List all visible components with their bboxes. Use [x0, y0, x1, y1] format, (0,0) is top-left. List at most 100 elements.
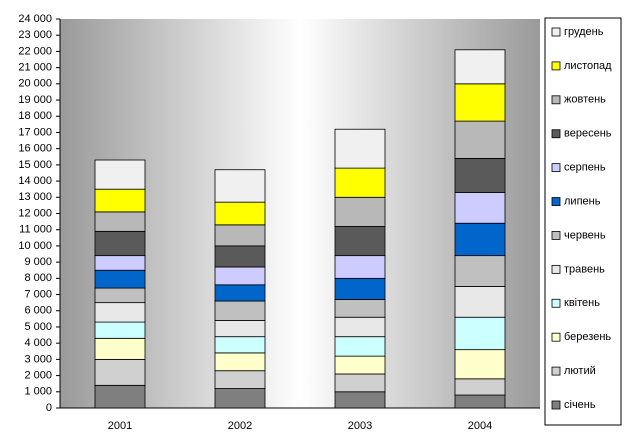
y-tick-label: 10 000 [18, 240, 52, 252]
legend-label: листопад [564, 60, 612, 72]
y-tick-label: 2 000 [24, 369, 52, 381]
bar-segment [214, 300, 266, 321]
bar-segment [94, 211, 146, 232]
y-tick-label: 8 000 [24, 272, 52, 284]
y-tick-label: 7 000 [24, 288, 52, 300]
bar-segment [334, 316, 386, 338]
y-tick-label: 3 000 [24, 353, 52, 365]
bar-segment [94, 287, 146, 304]
y-tick-label: 9 000 [24, 256, 52, 268]
legend-swatch [551, 61, 561, 71]
bar-segment [454, 255, 506, 287]
y-tick-label: 14 000 [18, 175, 52, 187]
bar-segment [454, 316, 506, 351]
legend-label: лютий [564, 365, 596, 377]
bar-segment [454, 120, 506, 159]
bar-segment [214, 352, 266, 372]
bar-segment [334, 373, 386, 393]
y-tick-label: 4 000 [24, 337, 52, 349]
bar-segment [454, 349, 506, 380]
legend-label: жовтень [564, 94, 606, 106]
bar-segment [94, 302, 146, 323]
y-tick-label: 12 000 [18, 207, 52, 219]
y-tick-label: 19 000 [18, 94, 52, 106]
bar-segment [334, 299, 386, 318]
bar-segment [334, 355, 386, 375]
y-tick-label: 21 000 [18, 62, 52, 74]
bar-segment [334, 277, 386, 300]
legend-label: березень [564, 331, 611, 343]
bar-segment [214, 266, 266, 286]
legend-label: квітень [564, 297, 600, 309]
y-tick-label: 20 000 [18, 78, 52, 90]
y-tick-label: 0 [46, 402, 52, 414]
bar-segment [214, 169, 266, 203]
legend-swatch [551, 264, 561, 274]
bar-segment [334, 167, 386, 198]
legend-swatch [551, 197, 561, 206]
bar-segment [214, 370, 266, 389]
legend-label: травень [564, 263, 605, 275]
bar-segment [334, 391, 386, 409]
bar-segment [94, 337, 146, 360]
y-tick-label: 5 000 [24, 321, 52, 333]
y-tick-label: 11 000 [19, 224, 52, 236]
bar-segment [454, 378, 506, 396]
bar-segment [334, 128, 386, 169]
legend-label: вересень [564, 128, 612, 140]
x-tick-label: 2002 [228, 420, 252, 432]
y-tick-label: 6 000 [24, 305, 52, 317]
legend-swatch [551, 400, 561, 410]
bar-segment [214, 224, 266, 247]
legend-label: червень [564, 229, 606, 241]
bar-segment [334, 196, 386, 227]
y-tick-label: 18 000 [18, 110, 52, 122]
bar-segment [454, 157, 506, 193]
y-tick-label: 13 000 [18, 191, 52, 203]
bar-segment [214, 201, 266, 226]
bar-segment [334, 226, 386, 257]
x-tick-label: 2004 [468, 420, 492, 432]
bar-segment [214, 284, 266, 302]
x-tick-label: 2003 [348, 420, 372, 432]
y-tick-label: 1 000 [24, 386, 52, 398]
bar-segment [454, 394, 506, 409]
bar-segment [94, 159, 146, 190]
legend-label: липень [564, 195, 601, 207]
y-tick-label: 23 000 [18, 29, 52, 41]
legend-box [544, 17, 622, 426]
bar-segment [214, 336, 266, 354]
bar-segment [454, 83, 506, 122]
bar-segment [214, 320, 266, 338]
legend-swatch [551, 332, 561, 342]
bar-segment [334, 336, 386, 357]
bar-segment [454, 49, 506, 85]
legend-label: грудень [564, 26, 604, 38]
legend-swatch [551, 366, 561, 376]
legend-label: січень [564, 399, 596, 411]
y-tick-label: 15 000 [18, 159, 52, 171]
bar-segment [94, 269, 146, 289]
y-tick-label: 24 000 [18, 13, 52, 25]
y-tick-label: 16 000 [18, 143, 52, 155]
bar-segment [94, 255, 146, 271]
x-tick-label: 2001 [108, 420, 132, 432]
bar-segment [214, 245, 266, 268]
legend-swatch [551, 231, 561, 240]
bar-segment [454, 286, 506, 318]
bar-segment [94, 358, 146, 386]
legend-swatch [551, 298, 561, 308]
bar-segment [454, 222, 506, 257]
bar-segment [454, 192, 506, 224]
bar-segment [94, 321, 146, 339]
y-tick-label: 17 000 [18, 126, 52, 138]
bar-segment [94, 384, 146, 409]
bar-segment [334, 255, 386, 279]
bar-segment [214, 388, 266, 409]
legend-label: серпень [564, 162, 606, 174]
bar-segment [94, 188, 146, 213]
legend-swatch [551, 163, 561, 173]
legend-swatch [551, 95, 561, 105]
legend-swatch [551, 27, 561, 37]
